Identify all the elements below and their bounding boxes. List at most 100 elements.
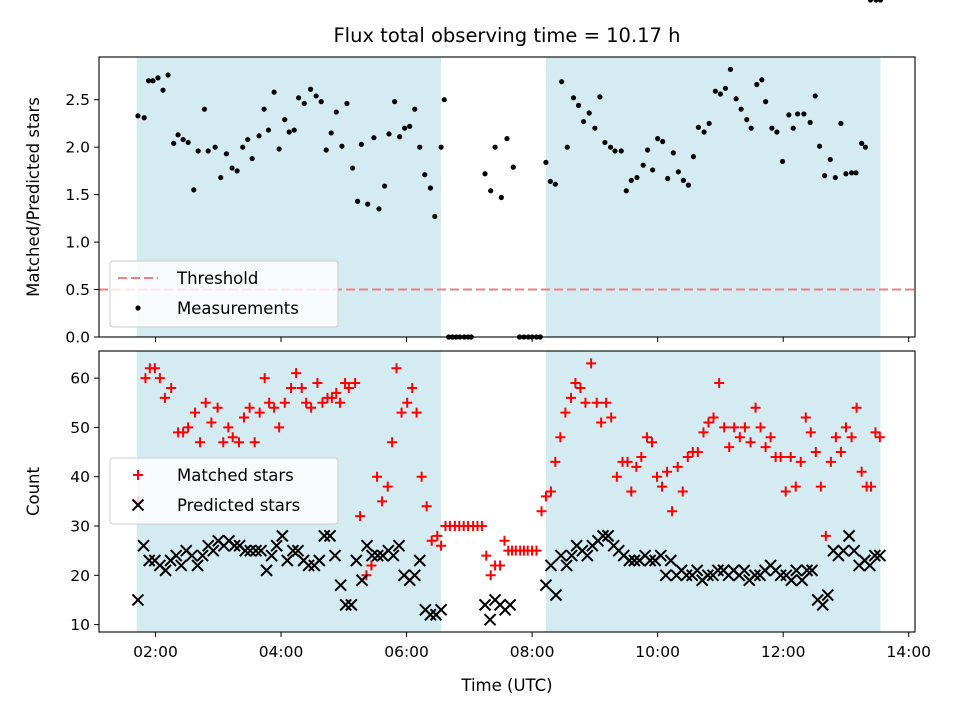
matched-star-point	[269, 402, 280, 413]
matched-star-point	[729, 422, 740, 433]
measurement-point	[763, 99, 769, 105]
matched-star-point	[734, 432, 745, 443]
matched-star-point	[372, 471, 383, 482]
predicted-star-point	[434, 603, 448, 617]
predicted-star-point	[821, 588, 834, 602]
matched-star-point	[366, 560, 377, 571]
measurement-point	[432, 213, 438, 220]
matched-star-point	[591, 397, 602, 408]
measurement-point	[223, 151, 230, 157]
matched-star-point	[545, 486, 556, 497]
matched-star-point	[662, 466, 673, 477]
matched-star-point	[672, 461, 683, 472]
predicted-star-point	[387, 549, 400, 562]
matched-star-point	[560, 407, 571, 418]
measurement-point	[313, 93, 319, 99]
predicted-star-point	[659, 569, 673, 582]
matched-star-point	[703, 417, 714, 428]
predicted-star-point	[690, 564, 704, 577]
predicted-star-point	[207, 544, 220, 557]
measurement-point	[575, 102, 582, 109]
matched-star-point	[611, 471, 622, 482]
measurement-point	[407, 123, 413, 129]
measurement-point	[706, 120, 712, 127]
measurement-point	[623, 188, 629, 194]
matched-star-point	[382, 481, 393, 492]
measurement-point	[392, 99, 398, 105]
predicted-star-point	[503, 598, 517, 612]
matched-star-point	[178, 427, 189, 438]
matched-star-point	[495, 560, 506, 571]
matched-star-point	[377, 496, 388, 507]
measurement-point	[229, 165, 235, 171]
matched-star-point	[396, 407, 407, 418]
predicted-star-point	[596, 529, 610, 543]
predicted-star-point	[748, 569, 762, 582]
matched-star-point	[296, 382, 307, 393]
measurement-point	[240, 144, 246, 150]
matched-star-point	[387, 437, 398, 448]
matched-star-point	[306, 402, 317, 413]
predicted-star-point	[868, 549, 882, 562]
predicted-star-point	[270, 539, 283, 552]
measurement-point	[323, 147, 329, 153]
measurement-point	[510, 164, 516, 170]
matched-star-point	[326, 392, 337, 403]
predicted-star-point	[816, 598, 829, 612]
bottom-series-matched-stars	[132, 358, 885, 581]
x-tick-label: 10:00	[635, 643, 680, 661]
matched-star-point	[724, 442, 735, 453]
x-tick-label: 14:00	[886, 643, 931, 661]
measurement-point	[628, 177, 634, 183]
matched-star-point	[259, 373, 270, 384]
predicted-star-point	[137, 539, 150, 552]
matched-star-point	[566, 392, 577, 403]
measurement-point	[245, 136, 251, 143]
matched-star-point	[682, 451, 693, 462]
measurement-point	[492, 144, 498, 150]
predicted-star-point	[244, 544, 257, 557]
measurement-point	[722, 85, 729, 91]
predicted-star-point	[191, 559, 204, 572]
predicted-star-point	[774, 569, 787, 582]
matched-star-point	[432, 530, 443, 541]
measurement-point	[759, 77, 765, 83]
top-legend: Threshold Measurements	[109, 260, 339, 328]
measurement-point	[680, 177, 686, 183]
matched-star-point	[279, 397, 290, 408]
measurement-point	[482, 171, 488, 177]
predicted-star-point	[334, 578, 347, 592]
predicted-star-point	[785, 574, 798, 587]
measurement-point	[402, 125, 408, 131]
bottom-y-tick-label: 10	[70, 616, 90, 634]
measurement-point	[801, 111, 807, 117]
measurement-point	[602, 139, 608, 146]
bottom-y-tick-label: 40	[70, 468, 90, 486]
matched-star-point	[233, 437, 244, 448]
predicted-star-point	[159, 564, 172, 577]
matched-star-point	[254, 407, 265, 418]
top-y-axis-label: Matched/Predicted stars	[24, 97, 43, 297]
matched-star-point	[667, 506, 678, 517]
predicted-star-point	[738, 564, 751, 577]
matched-star-point	[200, 397, 211, 408]
predicted-star-point	[265, 549, 278, 562]
bottom-series-predicted-stars	[131, 529, 887, 626]
measurement-point	[650, 167, 656, 173]
measurement-point	[191, 187, 197, 193]
measurement-point	[862, 144, 869, 150]
measurement-point	[234, 168, 240, 174]
predicted-star-point	[254, 544, 268, 557]
measurement-point	[816, 143, 823, 149]
predicted-star-point	[800, 564, 814, 577]
measurement-point	[612, 148, 618, 154]
matched-star-point	[190, 407, 201, 418]
predicted-star-point	[805, 564, 819, 577]
matched-star-point	[570, 378, 581, 389]
matched-star-point	[708, 412, 719, 423]
x-tick-label: 08:00	[510, 643, 555, 661]
measurement-point	[774, 129, 780, 135]
measurement-point	[807, 119, 813, 126]
measurement-point	[543, 159, 549, 165]
top-y-tick-label: 2.0	[65, 139, 90, 157]
